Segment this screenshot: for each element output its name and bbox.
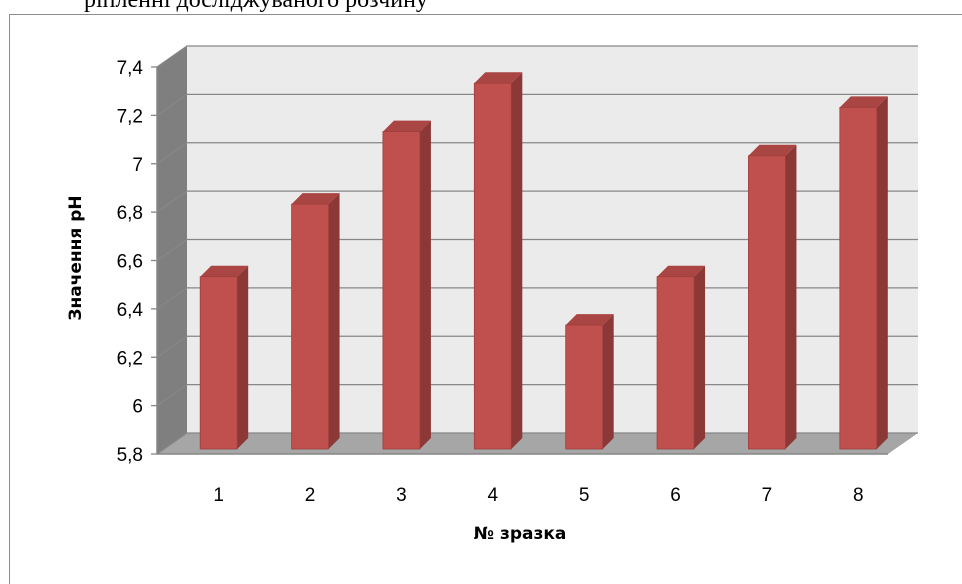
y-axis-label: Значення pH [66, 195, 86, 320]
bar-side [511, 72, 522, 449]
x-tick-label: 4 [488, 485, 499, 506]
y-tick-label: 6,4 [117, 300, 144, 321]
bar-5 [566, 314, 614, 449]
x-tick-label: 2 [305, 485, 316, 506]
x-tick-label: 8 [853, 485, 864, 506]
bar-front [474, 83, 511, 449]
bar-side [329, 193, 340, 449]
bar-side [877, 96, 888, 449]
x-tick-label: 6 [670, 485, 681, 506]
y-tick-label: 6,6 [117, 252, 143, 273]
x-tick-label: 5 [579, 485, 590, 506]
bar-8 [840, 96, 888, 449]
y-tick-label: 5,8 [117, 445, 143, 466]
bar-front [840, 107, 877, 449]
y-tick-label: 6 [132, 397, 143, 418]
y-tick-label: 7,4 [117, 58, 144, 79]
bar-side [420, 121, 431, 449]
bar-4 [474, 72, 522, 449]
bar-side [237, 266, 248, 449]
y-tick-label: 7 [132, 155, 143, 176]
bar-front [748, 156, 785, 449]
y-tick-label: 6,2 [117, 348, 143, 369]
bar-7 [748, 145, 796, 449]
x-tick-label: 3 [396, 485, 407, 506]
bar-front [292, 204, 329, 449]
bar-2 [292, 193, 340, 449]
x-tick-label: 1 [213, 485, 224, 506]
bar-front [566, 325, 603, 449]
y-tick-label: 6,8 [117, 203, 143, 224]
bar-front [383, 132, 420, 449]
floor [157, 433, 918, 454]
y-tick-label: 7,2 [117, 106, 143, 127]
bar-3 [383, 121, 431, 449]
bar-side [694, 266, 705, 449]
bar-front [200, 277, 237, 449]
bar-side [785, 145, 796, 449]
bar-front [657, 277, 694, 449]
bar-side [603, 314, 614, 449]
x-axis-label: № зразка [474, 524, 567, 544]
x-tick-label: 7 [762, 485, 773, 506]
bar-6 [657, 266, 705, 449]
bar-1 [200, 266, 248, 449]
